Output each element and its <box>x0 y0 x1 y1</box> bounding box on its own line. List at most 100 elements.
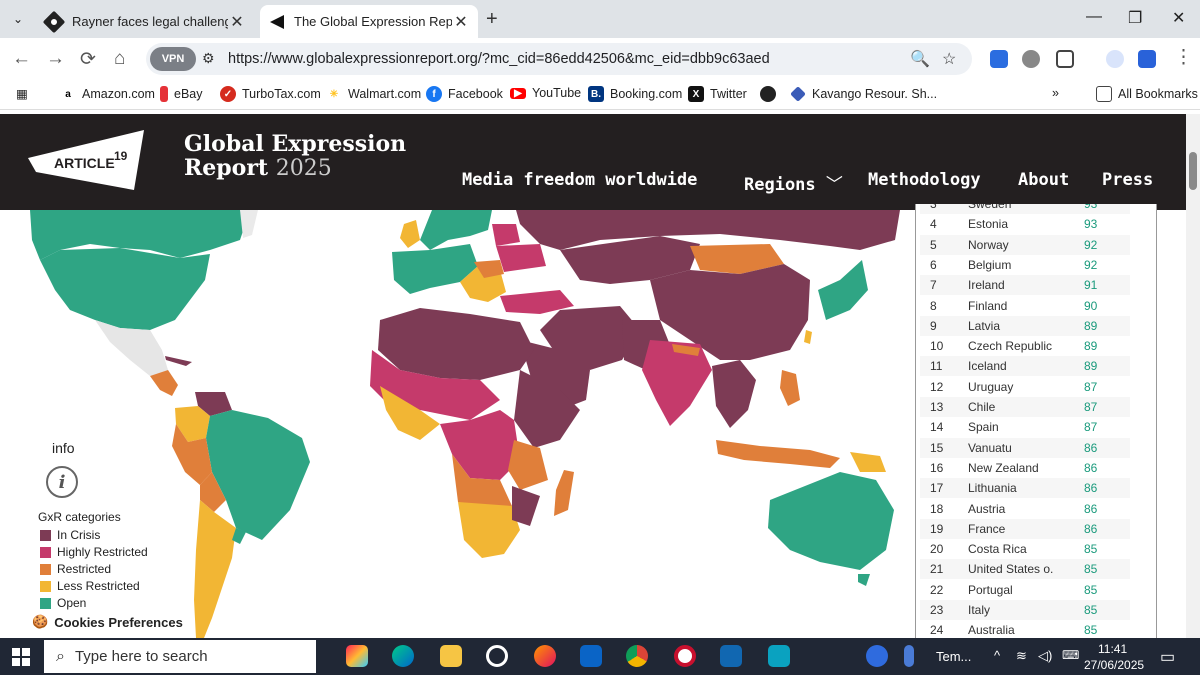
ranking-row[interactable]: 20 Costa Rica 85 <box>920 539 1130 559</box>
chrome-icon[interactable] <box>626 645 648 667</box>
bookmark-turbotax[interactable]: ✓ TurboTax.com <box>220 86 321 102</box>
ranking-row[interactable]: 23 Italy 85 <box>920 600 1130 620</box>
chevron-up-icon[interactable]: ^ <box>994 648 1001 663</box>
nav-press[interactable]: Press <box>1102 170 1154 190</box>
ranking-row[interactable]: 13 Chile 87 <box>920 397 1130 417</box>
extension-shield-icon[interactable] <box>1022 50 1040 68</box>
notifications-icon[interactable]: ▭ <box>1160 649 1176 666</box>
page-scrollbar[interactable] <box>1186 114 1200 638</box>
country-ranking-list[interactable]: 3 Sweden 93 4 Estonia 93 5 Norway 92 6 Belgium 92 7 I… <box>915 204 1157 638</box>
outlook-icon[interactable] <box>720 645 742 667</box>
scroll-thumb[interactable] <box>1189 152 1197 190</box>
minimize-icon[interactable]: — <box>1086 8 1102 25</box>
ranking-row[interactable]: 22 Portugal 85 <box>920 580 1130 600</box>
ranking-row[interactable]: 18 Austria 86 <box>920 499 1130 519</box>
ranking-row[interactable]: 4 Estonia 93 <box>920 214 1130 234</box>
legend-open[interactable]: Open <box>40 596 86 610</box>
security-shield-icon[interactable] <box>1138 50 1156 68</box>
bookmark-walmart[interactable]: ✳ Walmart.com <box>326 86 421 102</box>
legend-restricted[interactable]: Restricted <box>40 562 111 576</box>
ranking-row[interactable]: 10 Czech Republic 89 <box>920 336 1130 356</box>
nav-media-freedom[interactable]: Media freedom worldwide <box>462 170 698 190</box>
tab-rayner[interactable]: Rayner faces legal challenge ov ✕ <box>36 5 254 38</box>
ranking-row[interactable]: 24 Australia 85 <box>920 620 1130 638</box>
ranking-row[interactable]: 7 Ireland 91 <box>920 275 1130 296</box>
bookmark-youtube[interactable]: ▶ YouTube <box>510 86 581 100</box>
password-manager-icon[interactable] <box>990 50 1008 68</box>
app-ring-icon[interactable] <box>486 645 508 667</box>
mail-icon[interactable] <box>580 645 602 667</box>
vpn-app-icon[interactable] <box>674 645 696 667</box>
world-map[interactable] <box>0 210 915 638</box>
weather-text[interactable]: Tem... <box>936 649 972 664</box>
article19-logo[interactable]: ARTICLE 19 <box>28 130 146 190</box>
ranking-row[interactable]: 12 Uruguay 87 <box>920 377 1130 397</box>
report-title[interactable]: Global Expression Report 2025 <box>184 131 407 181</box>
extensions-puzzle-icon[interactable] <box>1056 50 1074 68</box>
profile-avatar-icon[interactable] <box>1106 50 1124 68</box>
tab-global-expression-report[interactable]: The Global Expression Report 2 ✕ <box>260 5 478 38</box>
browser-menu-icon[interactable]: ⋮ <box>1174 47 1193 68</box>
back-icon[interactable]: ← <box>12 48 31 69</box>
ranking-row[interactable]: 9 Latvia 89 <box>920 315 1130 336</box>
clock-time[interactable]: 11:41 <box>1098 642 1128 656</box>
legend-highly-restricted[interactable]: Highly Restricted <box>40 545 148 559</box>
home-icon[interactable]: ⌂ <box>114 48 126 69</box>
close-tab-icon[interactable]: ✕ <box>454 13 468 31</box>
all-bookmarks[interactable]: All Bookmarks <box>1096 86 1198 102</box>
help-icon[interactable] <box>866 645 888 667</box>
notification-app-icon[interactable] <box>768 645 790 667</box>
close-window-icon[interactable]: ✕ <box>1172 10 1186 27</box>
url-text[interactable]: https://www.globalexpressionreport.org/?… <box>228 51 770 67</box>
forward-icon[interactable]: → <box>46 48 65 69</box>
taskbar-search-box[interactable]: ⌕ Type here to search <box>44 640 316 673</box>
volume-icon[interactable]: ◁) <box>1038 648 1053 663</box>
file-explorer-icon[interactable] <box>440 645 462 667</box>
ranking-row[interactable]: 15 Vanuatu 86 <box>920 437 1130 458</box>
cookies-preferences-button[interactable]: 🍪 Cookies Preferences <box>28 612 187 632</box>
omnibox[interactable]: VPN ⚙ https://www.globalexpressionreport… <box>146 43 972 75</box>
ranking-row[interactable]: 17 Lithuania 86 <box>920 478 1130 499</box>
bookmark-globe[interactable] <box>760 86 782 102</box>
ranking-row[interactable]: 11 Iceland 89 <box>920 356 1130 377</box>
tab-search-chevron-icon[interactable]: ⌄ <box>12 12 24 26</box>
copilot-icon[interactable] <box>346 645 368 667</box>
ranking-row[interactable]: 14 Spain 87 <box>920 417 1130 437</box>
bookmark-star-icon[interactable]: ☆ <box>942 51 957 68</box>
wifi-icon[interactable]: ≋ <box>1016 648 1027 663</box>
close-tab-icon[interactable]: ✕ <box>230 13 244 31</box>
firefox-icon[interactable] <box>534 645 556 667</box>
edge-icon[interactable] <box>392 645 414 667</box>
ranking-row[interactable]: 21 United States o. 85 <box>920 559 1130 580</box>
bookmark-amazon[interactable]: a Amazon.com <box>60 86 155 102</box>
apps-grid-icon[interactable]: ▦ <box>16 87 28 101</box>
legend-less-restricted[interactable]: Less Restricted <box>40 579 140 593</box>
legend-in-crisis[interactable]: In Crisis <box>40 528 100 542</box>
more-bookmarks-icon[interactable]: » <box>1052 86 1059 100</box>
bookmark-booking[interactable]: B. Booking.com <box>588 86 682 102</box>
new-tab-icon[interactable]: + <box>486 8 498 30</box>
ranking-score: 87 <box>1084 379 1098 394</box>
site-info-icon[interactable]: ⚙ <box>202 50 215 66</box>
nav-methodology[interactable]: Methodology <box>868 170 981 190</box>
ranking-row[interactable]: 16 New Zealand 86 <box>920 458 1130 478</box>
bookmark-twitter[interactable]: X Twitter <box>688 86 747 102</box>
clock-date[interactable]: 27/06/2025 <box>1084 658 1145 672</box>
bookmark-facebook[interactable]: f Facebook <box>426 86 503 102</box>
zoom-icon[interactable]: 🔍 <box>910 51 930 68</box>
ranking-row[interactable]: 6 Belgium 92 <box>920 255 1130 275</box>
vpn-button[interactable]: VPN <box>150 47 196 71</box>
info-icon[interactable]: i <box>46 466 78 498</box>
bookmark-kavango[interactable]: Kavango Resour. Sh... <box>790 86 937 102</box>
restore-icon[interactable]: ❐ <box>1128 10 1143 27</box>
nav-regions[interactable]: Regions ﹀ <box>744 175 843 195</box>
ranking-row[interactable]: 8 Finland 90 <box>920 296 1130 316</box>
bookmark-ebay[interactable]: eBay <box>160 86 203 102</box>
ranking-row[interactable]: 3 Sweden 93 <box>920 204 1130 214</box>
reload-icon[interactable]: ⟳ <box>80 49 96 70</box>
nav-about[interactable]: About <box>1018 170 1070 190</box>
ranking-row[interactable]: 19 France 86 <box>920 518 1130 539</box>
windows-start-icon[interactable] <box>12 648 30 666</box>
keyboard-icon[interactable]: ⌨ <box>1062 648 1080 662</box>
ranking-row[interactable]: 5 Norway 92 <box>920 234 1130 255</box>
